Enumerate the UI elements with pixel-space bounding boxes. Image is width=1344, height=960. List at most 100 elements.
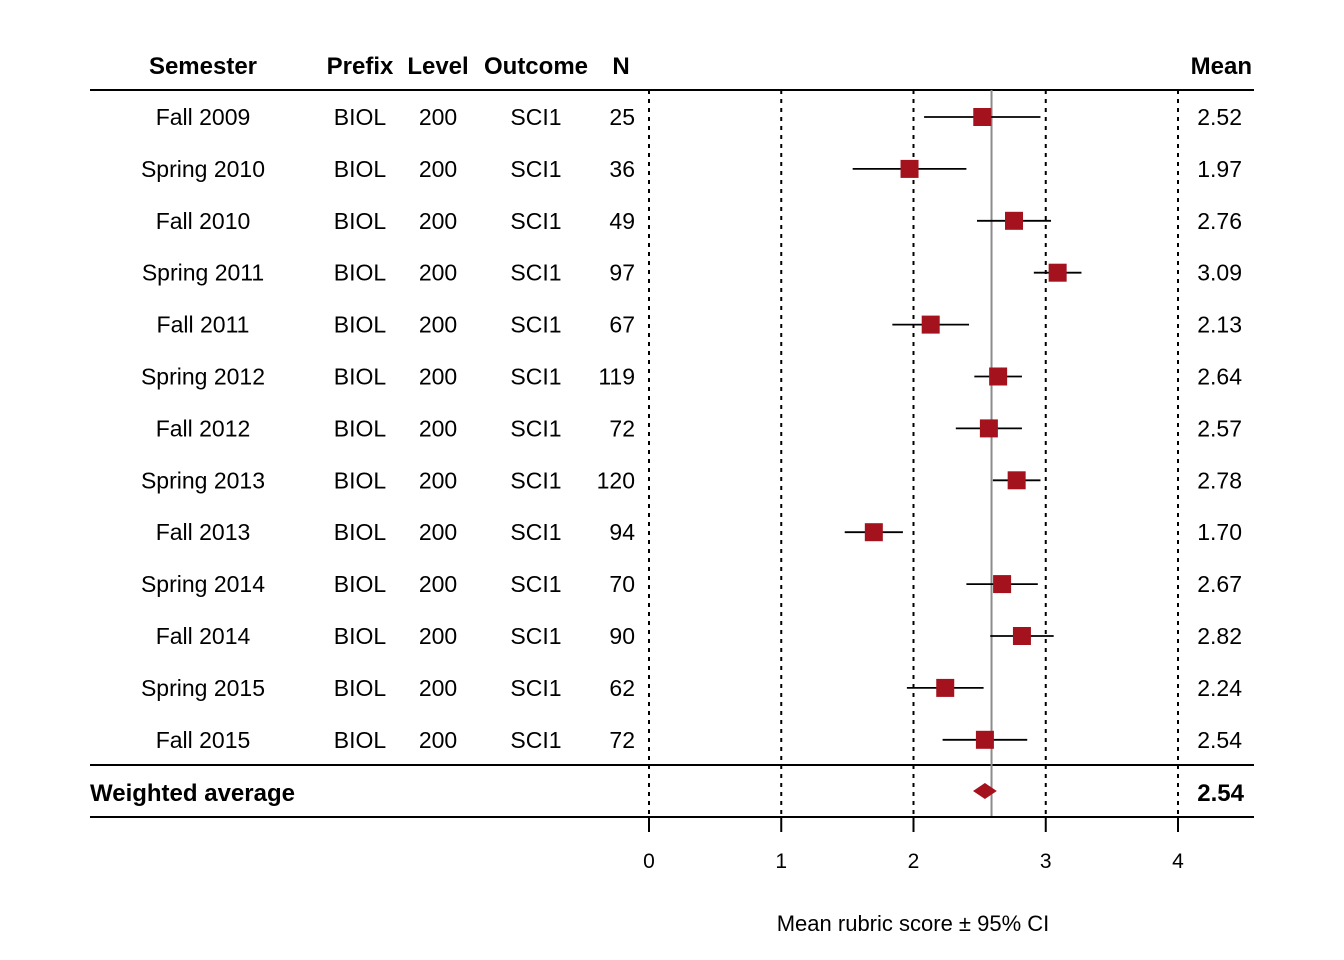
mean-marker xyxy=(921,315,940,334)
row-outcome: SCI1 xyxy=(510,364,561,390)
row-n: 90 xyxy=(609,623,635,649)
grid-lines xyxy=(648,90,1179,817)
row-outcome: SCI1 xyxy=(510,208,561,234)
x-tick-label: 3 xyxy=(1040,850,1052,873)
header-outcome: Outcome xyxy=(484,53,588,80)
table-row: Spring 2011 BIOL 200 SCI1 97 3.09 xyxy=(142,260,1242,286)
mean-marker xyxy=(1048,263,1067,282)
row-level: 200 xyxy=(419,312,457,338)
row-semester: Fall 2014 xyxy=(156,623,251,649)
row-mean-label: 1.97 xyxy=(1197,156,1242,182)
table-row: Spring 2010 BIOL 200 SCI1 36 1.97 xyxy=(141,156,1242,182)
row-n: 49 xyxy=(609,208,635,234)
row-n: 72 xyxy=(609,415,635,441)
row-outcome: SCI1 xyxy=(510,675,561,701)
row-outcome: SCI1 xyxy=(510,467,561,493)
row-prefix: BIOL xyxy=(334,623,387,649)
row-level: 200 xyxy=(419,415,457,441)
mean-marker xyxy=(1012,627,1031,645)
table-row: Fall 2012 BIOL 200 SCI1 72 2.57 xyxy=(156,415,1242,441)
row-semester: Spring 2013 xyxy=(141,467,265,493)
row-outcome: SCI1 xyxy=(510,156,561,182)
row-outcome: SCI1 xyxy=(510,519,561,545)
row-prefix: BIOL xyxy=(334,571,387,597)
row-level: 200 xyxy=(419,571,457,597)
row-level: 200 xyxy=(419,260,457,286)
row-outcome: SCI1 xyxy=(510,623,561,649)
row-prefix: BIOL xyxy=(334,208,387,234)
row-prefix: BIOL xyxy=(334,260,387,286)
row-n: 62 xyxy=(609,675,635,701)
mean-marker xyxy=(973,108,992,126)
row-semester: Fall 2015 xyxy=(156,727,251,753)
mean-marker xyxy=(975,730,994,749)
row-level: 200 xyxy=(419,364,457,390)
row-mean-label: 2.67 xyxy=(1197,571,1242,597)
row-prefix: BIOL xyxy=(334,156,387,182)
header-level: Level xyxy=(407,53,468,80)
row-outcome: SCI1 xyxy=(510,312,561,338)
row-semester: Spring 2015 xyxy=(141,675,265,701)
mean-marker xyxy=(1005,211,1024,230)
mean-marker xyxy=(1007,471,1026,490)
row-prefix: BIOL xyxy=(334,312,387,338)
row-outcome: SCI1 xyxy=(510,727,561,753)
mean-marker xyxy=(979,419,998,438)
row-semester: Spring 2011 xyxy=(142,260,264,286)
row-mean-label: 2.78 xyxy=(1197,467,1242,493)
table-row: Fall 2010 BIOL 200 SCI1 49 2.76 xyxy=(156,208,1242,234)
row-outcome: SCI1 xyxy=(510,104,561,130)
mean-marker xyxy=(864,523,883,542)
row-outcome: SCI1 xyxy=(510,260,561,286)
row-prefix: BIOL xyxy=(334,467,387,493)
summary-row: Weighted average 2.54 xyxy=(90,780,1245,807)
table-header: Semester Prefix Level Outcome N Mean xyxy=(149,53,1252,80)
row-n: 94 xyxy=(609,519,635,545)
row-mean-label: 2.76 xyxy=(1197,208,1242,234)
row-level: 200 xyxy=(419,104,457,130)
row-prefix: BIOL xyxy=(334,415,387,441)
row-outcome: SCI1 xyxy=(510,571,561,597)
table-row: Fall 2015 BIOL 200 SCI1 72 2.54 xyxy=(156,727,1243,753)
row-prefix: BIOL xyxy=(334,727,387,753)
row-semester: Fall 2012 xyxy=(156,415,251,441)
table-row: Fall 2009 BIOL 200 SCI1 25 2.52 xyxy=(156,104,1242,130)
table-row: Spring 2012 BIOL 200 SCI1 119 2.64 xyxy=(141,364,1242,390)
row-semester: Spring 2010 xyxy=(141,156,265,182)
summary-label: Weighted average xyxy=(90,780,295,807)
x-axis: 0 1 2 3 4 xyxy=(643,816,1184,873)
row-n: 67 xyxy=(609,312,635,338)
row-mean-label: 2.64 xyxy=(1197,364,1242,390)
table-row: Fall 2011 BIOL 200 SCI1 67 2.13 xyxy=(157,312,1242,338)
header-mean: Mean xyxy=(1191,53,1252,80)
mean-marker xyxy=(993,575,1012,594)
row-level: 200 xyxy=(419,519,457,545)
table-row: Spring 2015 BIOL 200 SCI1 62 2.24 xyxy=(141,675,1242,701)
row-n: 25 xyxy=(609,104,635,130)
row-n: 72 xyxy=(609,727,635,753)
x-axis-label: Mean rubric score ± 95% CI xyxy=(777,911,1050,936)
mean-marker xyxy=(900,159,919,178)
row-level: 200 xyxy=(419,208,457,234)
row-semester: Fall 2011 xyxy=(157,312,250,338)
x-tick-label: 1 xyxy=(775,850,787,873)
row-level: 200 xyxy=(419,675,457,701)
table-row: Fall 2013 BIOL 200 SCI1 94 1.70 xyxy=(156,519,1242,545)
row-mean-label: 2.24 xyxy=(1197,675,1242,701)
table-row: Spring 2013 BIOL 200 SCI1 120 2.78 xyxy=(141,467,1242,493)
row-mean-label: 2.57 xyxy=(1197,415,1242,441)
row-semester: Spring 2014 xyxy=(141,571,265,597)
row-outcome: SCI1 xyxy=(510,415,561,441)
row-n: 97 xyxy=(609,260,635,286)
row-prefix: BIOL xyxy=(334,675,387,701)
row-n: 120 xyxy=(597,467,635,493)
header-semester: Semester xyxy=(149,53,257,80)
row-semester: Fall 2009 xyxy=(156,104,251,130)
row-mean-label: 2.13 xyxy=(1197,312,1242,338)
row-level: 200 xyxy=(419,727,457,753)
x-tick-label: 2 xyxy=(908,850,920,873)
row-n: 36 xyxy=(609,156,635,182)
row-prefix: BIOL xyxy=(334,104,387,130)
table-row: Spring 2014 BIOL 200 SCI1 70 2.67 xyxy=(141,571,1242,597)
